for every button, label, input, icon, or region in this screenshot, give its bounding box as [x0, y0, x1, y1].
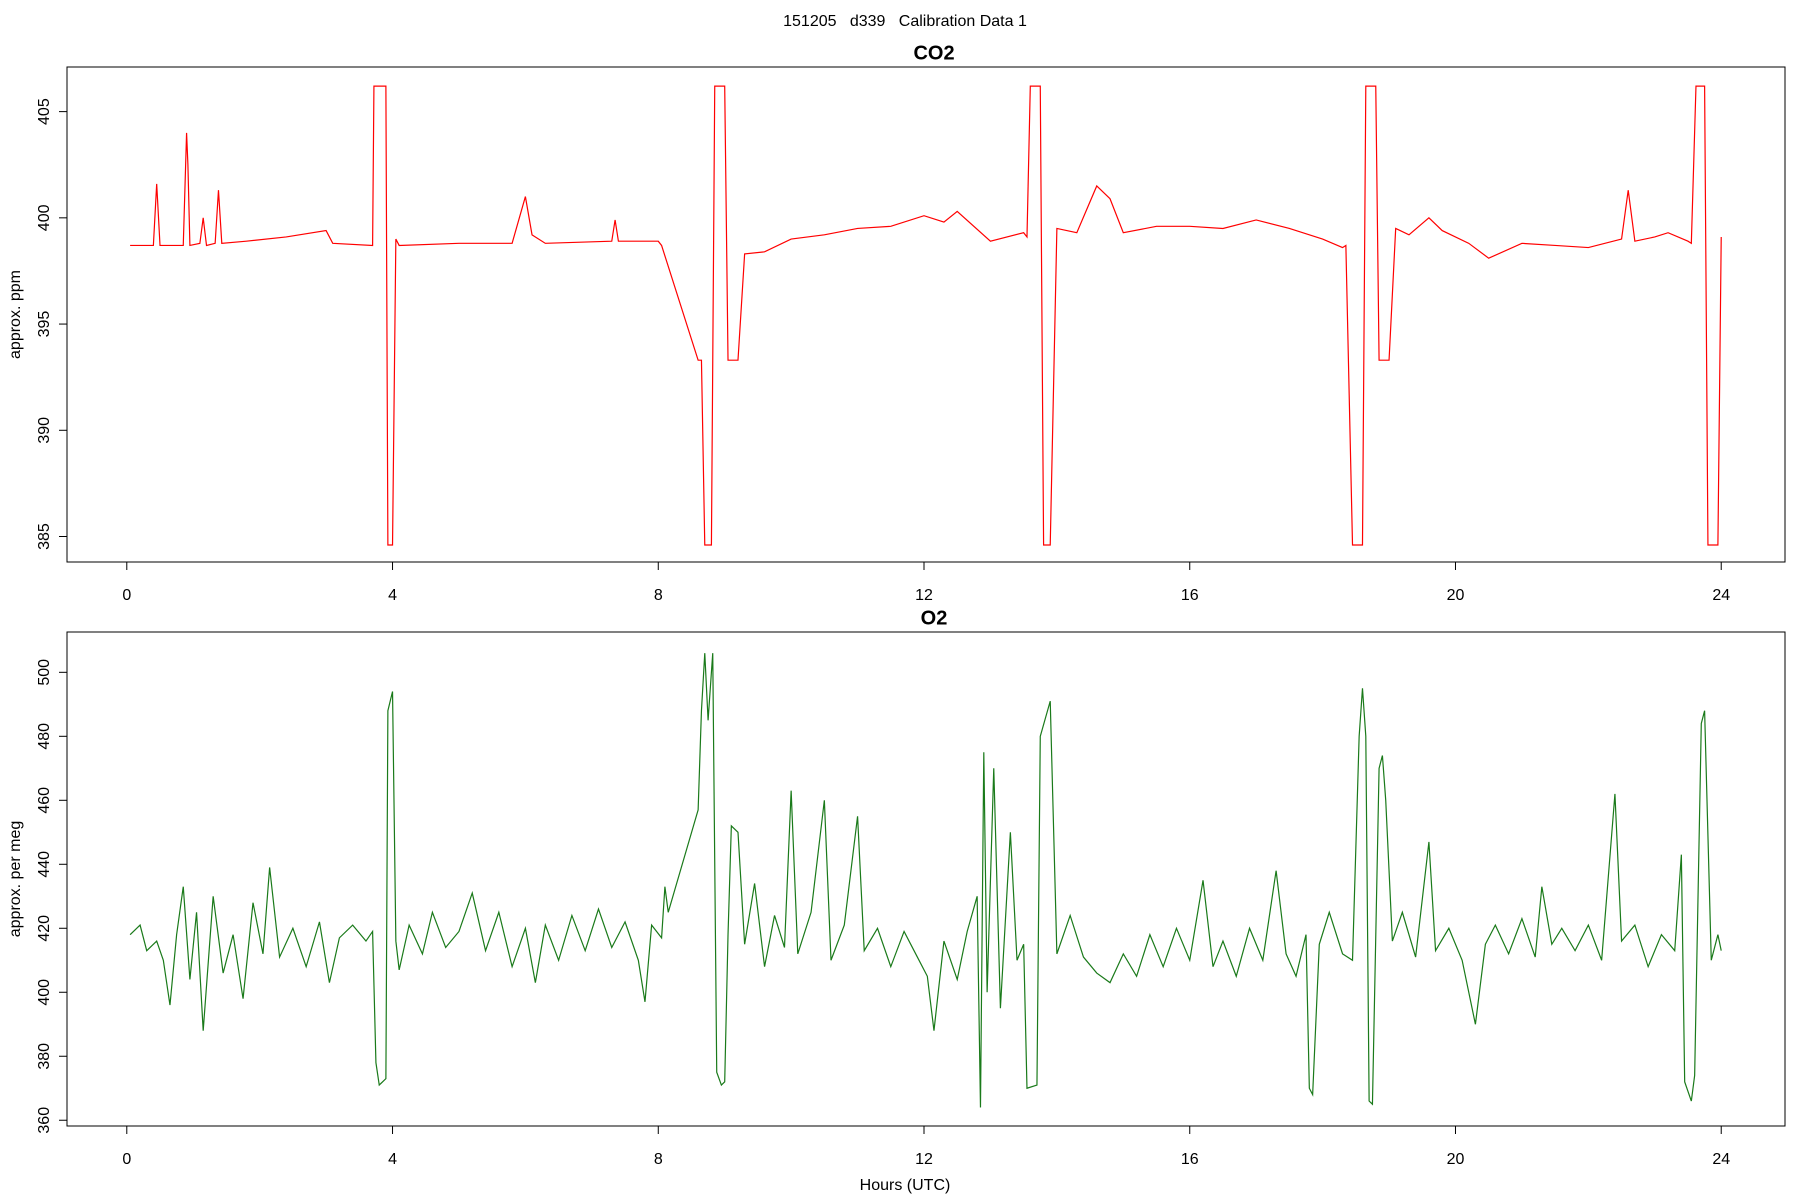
x-tick-label: 12: [915, 587, 933, 604]
x-tick-label: 16: [1181, 587, 1199, 604]
y-tick-label: 385: [36, 523, 53, 550]
x-tick-label: 24: [1712, 1151, 1730, 1168]
y-tick-label: 405: [36, 98, 53, 125]
plot-frame: [66, 66, 1786, 563]
y-tick-label: 360: [36, 1107, 53, 1134]
y-tick-label: 480: [36, 723, 53, 750]
y-tick-label: 460: [36, 787, 53, 814]
y-tick-label: 420: [36, 915, 53, 942]
y-tick-label: 380: [36, 1043, 53, 1070]
figure-title: 151205 d339 Calibration Data 1: [783, 13, 1027, 30]
y-axis-label: approx. per meg: [7, 821, 24, 938]
data-line: [130, 85, 1722, 546]
data-line: [129, 653, 1722, 1108]
y-tick-label: 400: [36, 979, 53, 1006]
x-tick-label: 20: [1447, 587, 1465, 604]
x-tick-label: 24: [1712, 587, 1730, 604]
x-tick-label: 16: [1181, 1151, 1199, 1168]
x-tick-label: 4: [388, 587, 397, 604]
x-tick-label: 12: [915, 1151, 933, 1168]
panel-title: CO2: [913, 42, 954, 64]
x-axis-label: Hours (UTC): [860, 1177, 951, 1194]
y-axis-label: approx. ppm: [7, 270, 24, 359]
y-tick-label: 390: [36, 417, 53, 444]
y-tick-label: 500: [36, 659, 53, 686]
x-tick-label: 0: [122, 587, 131, 604]
panel-title: O2: [921, 607, 948, 629]
x-tick-label: 20: [1447, 1151, 1465, 1168]
y-tick-label: 395: [36, 311, 53, 338]
x-tick-label: 4: [388, 1151, 397, 1168]
plot-frame: [66, 631, 1786, 1127]
y-tick-label: 400: [36, 204, 53, 231]
x-tick-label: 0: [122, 1151, 131, 1168]
x-tick-label: 8: [654, 587, 663, 604]
y-tick-label: 440: [36, 851, 53, 878]
x-tick-label: 8: [654, 1151, 663, 1168]
